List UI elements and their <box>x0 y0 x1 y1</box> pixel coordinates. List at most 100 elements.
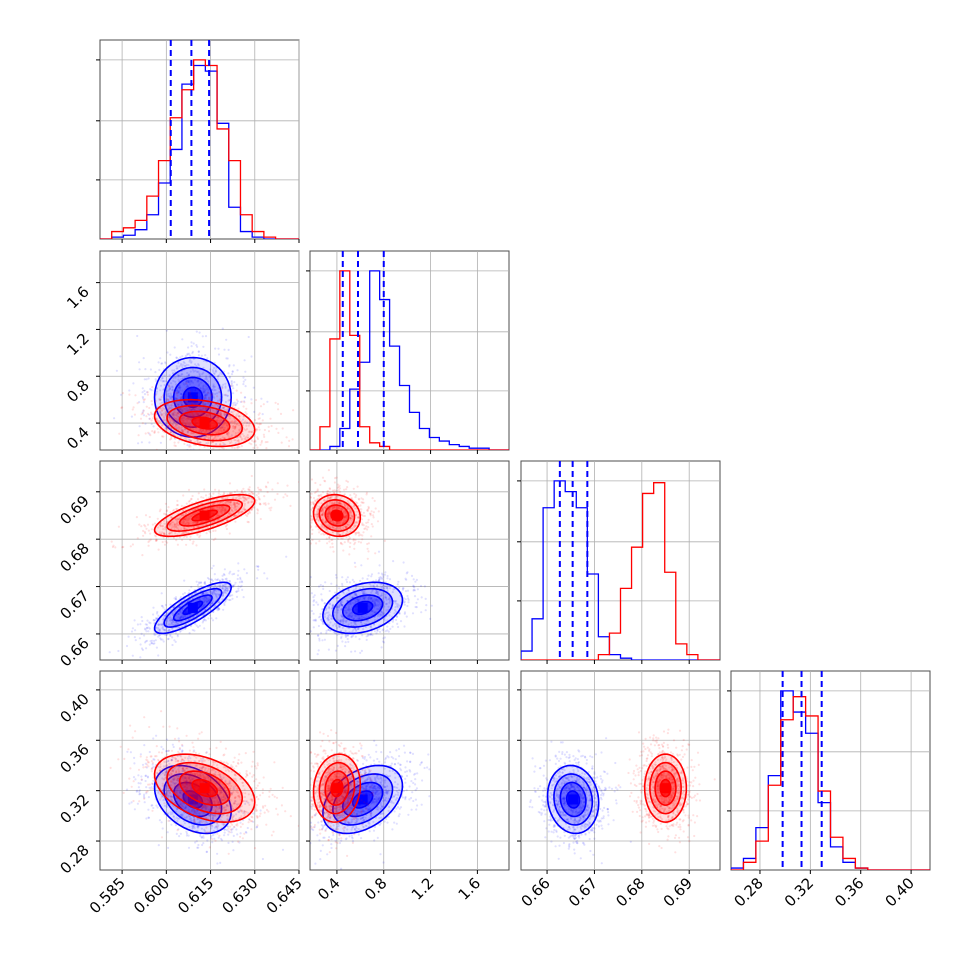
sample-point <box>156 617 159 620</box>
sample-point <box>194 378 197 381</box>
sample-point <box>139 656 142 659</box>
sample-point <box>258 502 261 505</box>
sample-point <box>203 608 206 611</box>
sample-point <box>257 565 260 568</box>
sample-point <box>370 535 373 538</box>
sample-point <box>380 594 383 597</box>
sample-point <box>242 434 245 438</box>
sample-point <box>158 420 162 423</box>
sample-point <box>149 532 152 535</box>
sample-point <box>160 604 163 608</box>
sample-point <box>190 432 193 435</box>
sample-point <box>185 435 188 438</box>
sample-point <box>222 426 225 429</box>
sample-point <box>191 412 194 415</box>
sample-point <box>179 412 182 416</box>
sample-point <box>170 406 173 409</box>
sample-point <box>220 587 223 590</box>
sample-point <box>245 498 248 501</box>
sample-point <box>416 598 419 601</box>
sample-point <box>220 413 223 416</box>
sample-point <box>177 374 180 377</box>
histogram-line <box>100 59 299 239</box>
sample-point <box>185 363 188 366</box>
sample-point <box>197 350 200 353</box>
sample-point <box>200 606 203 609</box>
sample-point <box>406 571 409 574</box>
sample-point <box>238 445 241 448</box>
sample-point <box>206 357 209 360</box>
sample-point <box>262 433 265 436</box>
sample-point <box>384 585 387 588</box>
sample-point <box>187 374 190 377</box>
sample-point <box>145 627 148 630</box>
sample-point <box>203 596 206 599</box>
sample-point <box>227 434 230 437</box>
sample-point <box>257 417 260 420</box>
panel-0-2 <box>99 460 300 661</box>
sample-point <box>139 417 143 420</box>
sample-point <box>321 599 324 602</box>
sample-point <box>144 532 147 535</box>
sample-point <box>224 588 227 592</box>
sample-point <box>196 440 199 443</box>
sample-point <box>162 419 165 422</box>
sample-point <box>204 402 207 406</box>
sample-point <box>217 412 220 415</box>
sample-point <box>254 439 257 442</box>
sample-point <box>234 497 237 500</box>
sample-point <box>327 618 330 621</box>
sample-point <box>183 527 186 530</box>
sample-point <box>346 608 349 611</box>
sample-point <box>310 576 312 579</box>
sample-point <box>177 452 179 454</box>
sample-point <box>168 404 171 408</box>
sample-point <box>177 524 180 527</box>
sample-point <box>230 410 233 414</box>
sample-point <box>170 532 173 535</box>
sample-point <box>338 632 341 636</box>
sample-point <box>149 640 152 643</box>
sample-point <box>216 411 219 414</box>
sample-point <box>178 617 182 620</box>
sample-point <box>176 543 179 546</box>
sample-point <box>170 382 173 385</box>
sample-point <box>353 622 356 625</box>
sample-point <box>230 379 233 383</box>
sample-point <box>250 443 253 446</box>
sample-point <box>190 405 193 409</box>
sample-point <box>175 424 178 427</box>
sample-point <box>255 499 258 502</box>
sample-point <box>420 596 423 599</box>
sample-point <box>217 489 221 492</box>
sample-point <box>379 613 382 617</box>
sample-point <box>169 522 172 525</box>
sample-point <box>208 408 211 411</box>
sample-point <box>176 499 179 502</box>
sample-point <box>259 517 262 521</box>
sample-point <box>217 422 220 425</box>
sample-point <box>163 416 166 419</box>
sample-point <box>225 500 228 503</box>
sample-point <box>355 629 358 633</box>
sample-point <box>223 590 226 593</box>
sample-point <box>196 379 199 382</box>
sample-point <box>187 521 190 525</box>
sample-point <box>167 629 171 632</box>
sample-point <box>189 394 192 397</box>
sample-point <box>217 514 220 517</box>
sample-point <box>184 615 187 618</box>
sample-point <box>192 521 195 525</box>
sample-point <box>242 491 245 495</box>
sample-point <box>152 425 155 428</box>
sample-point <box>266 440 269 444</box>
sample-point <box>359 651 362 655</box>
sample-point <box>211 405 214 408</box>
sample-point <box>232 430 235 433</box>
sample-point <box>210 590 213 593</box>
sample-point <box>340 608 343 611</box>
sample-point <box>203 581 206 584</box>
sample-point <box>181 409 184 412</box>
sample-point <box>353 594 356 597</box>
sample-point <box>170 417 173 420</box>
